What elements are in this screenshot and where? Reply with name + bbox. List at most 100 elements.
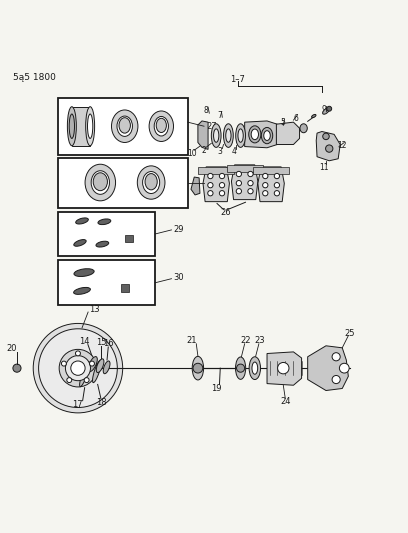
Bar: [253, 167, 289, 174]
Circle shape: [89, 361, 94, 366]
Circle shape: [332, 375, 340, 384]
Polygon shape: [191, 177, 200, 195]
Circle shape: [248, 171, 253, 176]
Text: 12: 12: [337, 141, 347, 150]
Circle shape: [263, 173, 268, 179]
Ellipse shape: [213, 129, 219, 142]
Bar: [125, 235, 133, 242]
Text: 10: 10: [187, 149, 197, 158]
Polygon shape: [198, 121, 208, 149]
Polygon shape: [276, 122, 299, 144]
Text: 20: 20: [7, 344, 17, 353]
Ellipse shape: [91, 171, 109, 195]
Ellipse shape: [93, 360, 101, 383]
Text: 28: 28: [206, 178, 217, 187]
Circle shape: [65, 356, 91, 381]
Ellipse shape: [87, 114, 93, 139]
Text: 26: 26: [220, 208, 231, 217]
Ellipse shape: [249, 126, 261, 143]
Text: 19: 19: [211, 384, 222, 393]
Text: 17: 17: [72, 400, 83, 409]
Circle shape: [208, 191, 213, 196]
Circle shape: [208, 182, 213, 188]
Ellipse shape: [67, 107, 76, 146]
Circle shape: [193, 364, 203, 373]
Ellipse shape: [119, 118, 131, 133]
Ellipse shape: [85, 164, 115, 201]
Text: 8: 8: [204, 106, 208, 115]
Text: 18: 18: [95, 398, 106, 407]
Ellipse shape: [249, 357, 261, 379]
Text: 30: 30: [173, 273, 184, 282]
Circle shape: [84, 378, 89, 383]
Ellipse shape: [264, 131, 270, 141]
Ellipse shape: [262, 127, 273, 144]
Text: 16: 16: [103, 340, 113, 348]
Ellipse shape: [117, 116, 133, 136]
Ellipse shape: [74, 269, 94, 277]
Text: 25: 25: [344, 329, 355, 338]
Ellipse shape: [300, 124, 307, 133]
Circle shape: [67, 378, 72, 383]
Circle shape: [263, 182, 268, 188]
Ellipse shape: [323, 108, 329, 114]
Circle shape: [332, 353, 340, 361]
Text: 1–7: 1–7: [231, 75, 245, 84]
Text: 2: 2: [202, 146, 206, 155]
Polygon shape: [267, 352, 302, 385]
Ellipse shape: [98, 219, 111, 224]
Text: 9: 9: [322, 104, 326, 114]
Ellipse shape: [226, 129, 231, 142]
Polygon shape: [308, 346, 348, 391]
Ellipse shape: [236, 124, 246, 147]
Ellipse shape: [80, 362, 90, 387]
Text: 23: 23: [255, 336, 265, 345]
Circle shape: [62, 361, 67, 366]
Circle shape: [248, 181, 253, 186]
Text: 15: 15: [95, 338, 106, 347]
Ellipse shape: [69, 114, 75, 139]
Polygon shape: [258, 167, 284, 201]
Bar: [58, 98, 188, 155]
Ellipse shape: [74, 239, 86, 246]
Ellipse shape: [143, 172, 160, 193]
Circle shape: [13, 364, 21, 372]
Circle shape: [236, 181, 242, 186]
Circle shape: [59, 349, 97, 387]
Text: 21: 21: [186, 336, 197, 345]
Circle shape: [327, 106, 332, 111]
Text: 4: 4: [231, 147, 236, 156]
Ellipse shape: [96, 359, 104, 373]
Circle shape: [71, 361, 85, 375]
Circle shape: [263, 191, 268, 196]
Ellipse shape: [211, 124, 221, 147]
Ellipse shape: [235, 357, 246, 379]
Ellipse shape: [73, 287, 91, 294]
Text: 24: 24: [280, 398, 290, 406]
Text: 14: 14: [80, 337, 90, 346]
Circle shape: [237, 364, 245, 372]
Bar: [58, 261, 155, 305]
Circle shape: [75, 351, 80, 356]
Text: 13: 13: [89, 305, 100, 314]
Ellipse shape: [156, 118, 166, 133]
Bar: [121, 285, 129, 292]
Ellipse shape: [111, 110, 138, 142]
Ellipse shape: [86, 107, 95, 146]
Bar: [58, 158, 188, 207]
Text: 3: 3: [218, 147, 223, 156]
Ellipse shape: [251, 129, 259, 140]
Ellipse shape: [252, 362, 258, 374]
Circle shape: [277, 362, 289, 374]
Polygon shape: [203, 167, 229, 201]
Text: 7: 7: [217, 111, 222, 120]
Ellipse shape: [137, 166, 165, 199]
Circle shape: [220, 182, 225, 188]
Polygon shape: [245, 121, 277, 148]
Text: 27: 27: [206, 122, 217, 131]
Polygon shape: [316, 132, 340, 161]
Circle shape: [274, 173, 279, 179]
Bar: [58, 212, 155, 256]
Circle shape: [220, 191, 225, 196]
Circle shape: [248, 189, 253, 194]
